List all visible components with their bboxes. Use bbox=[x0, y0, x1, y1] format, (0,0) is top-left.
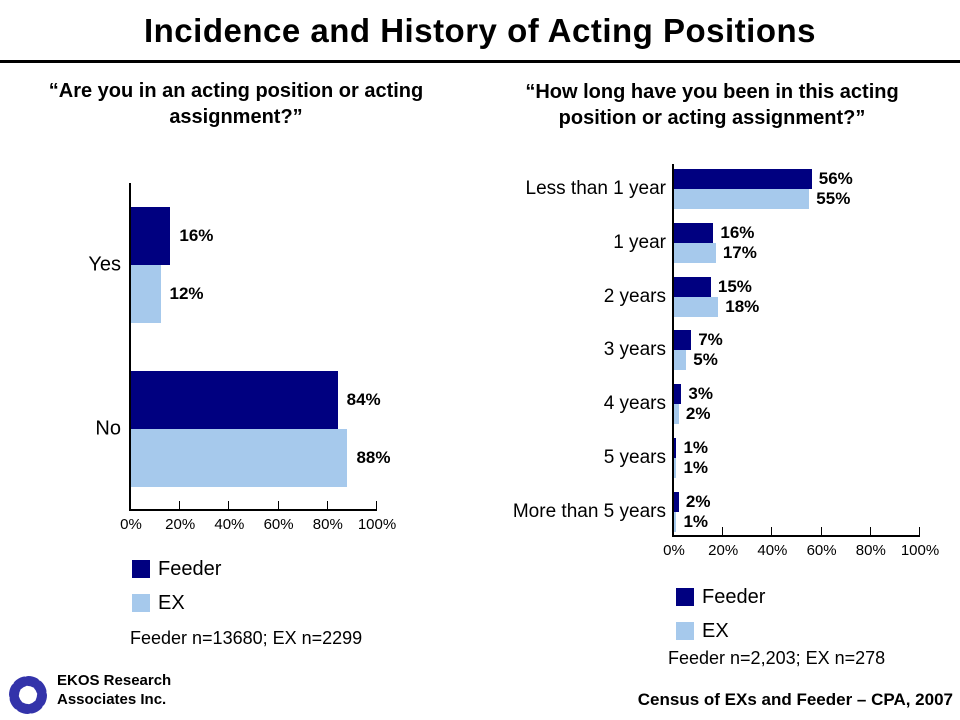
ex-bar bbox=[131, 429, 348, 487]
source-caption: Census of EXs and Feeder – CPA, 2007 bbox=[637, 690, 953, 709]
bar-value-label: 5% bbox=[693, 350, 718, 370]
bar-value-label: 1% bbox=[683, 458, 709, 477]
bar-value-label: 2% bbox=[685, 491, 711, 511]
axis-tick bbox=[820, 527, 822, 535]
legend-item-feeder: Feeder bbox=[132, 556, 221, 582]
ex-bar bbox=[674, 350, 687, 371]
ex-bar bbox=[674, 511, 677, 532]
page-title: Incidence and History of Acting Position… bbox=[143, 12, 817, 49]
feeder-bar bbox=[674, 330, 692, 351]
feeder-legend-label: Feeder bbox=[158, 557, 222, 580]
right-legend: Feeder EX bbox=[676, 584, 765, 652]
axis-tick bbox=[869, 527, 871, 535]
ekos-logo bbox=[9, 676, 47, 714]
ex-swatch bbox=[132, 594, 150, 612]
category-label: More than 5 years bbox=[512, 500, 666, 522]
category-label: 1 year bbox=[613, 231, 666, 253]
feeder-bar bbox=[674, 169, 812, 189]
bar-value-label: 12% bbox=[169, 284, 204, 303]
axis-tick-label: 60% bbox=[806, 542, 837, 559]
feeder-bar bbox=[674, 222, 714, 243]
category-label: Less than 1 year bbox=[525, 178, 666, 199]
axis-tick bbox=[919, 527, 920, 535]
axis-tick-label: 80% bbox=[312, 516, 343, 533]
axis-tick-label: 0% bbox=[663, 542, 685, 559]
category-label: 5 years bbox=[603, 447, 666, 468]
feeder-bar bbox=[131, 371, 338, 429]
bar-value-label: 7% bbox=[698, 330, 723, 350]
left-legend: Feeder EX bbox=[132, 556, 221, 624]
title-divider bbox=[0, 60, 960, 63]
ex-swatch bbox=[676, 622, 694, 640]
ex-bar bbox=[674, 189, 810, 209]
feeder-swatch bbox=[676, 588, 694, 606]
ex-bar bbox=[674, 404, 679, 425]
axis-tick bbox=[722, 527, 724, 535]
bar-value-label: 55% bbox=[816, 189, 851, 208]
duration-chart: 56% 55% Less than 1 year 16% 17% 1 year 15% 18%… bbox=[513, 164, 939, 559]
bar-value-label: 16% bbox=[720, 222, 755, 242]
left-chart-question: “Are you in an acting position or acting… bbox=[48, 80, 424, 128]
category-label: 2 years bbox=[603, 285, 666, 307]
ex-legend-label: EX bbox=[702, 619, 729, 642]
bar-value-label: 88% bbox=[356, 448, 391, 467]
left-sample-note: Feeder n=13680; EX n=2299 bbox=[130, 628, 363, 648]
axis-tick-label: 60% bbox=[263, 516, 294, 533]
ex-bar bbox=[674, 242, 716, 263]
bar-value-label: 15% bbox=[717, 276, 752, 296]
axis-tick bbox=[326, 501, 328, 509]
axis-tick bbox=[376, 501, 377, 509]
right-sample-note: Feeder n=2,203; EX n=278 bbox=[668, 648, 886, 668]
legend-item-feeder: Feeder bbox=[676, 584, 765, 610]
bar-value-label: 3% bbox=[688, 384, 713, 404]
bar-value-label: 18% bbox=[725, 296, 760, 316]
axis-tick-label: 40% bbox=[757, 542, 788, 559]
org-name-line1: EKOS Research bbox=[57, 672, 172, 689]
feeder-bar bbox=[674, 384, 682, 405]
axis-tick bbox=[130, 501, 131, 509]
axis-tick bbox=[179, 501, 181, 509]
ex-bar bbox=[674, 458, 677, 478]
ex-bar bbox=[131, 265, 161, 323]
bar-value-label: 17% bbox=[722, 242, 757, 262]
axis-tick-label: 40% bbox=[214, 516, 245, 533]
bar-value-label: 16% bbox=[179, 226, 214, 245]
feeder-bar bbox=[131, 207, 171, 265]
category-label: Yes bbox=[88, 253, 121, 276]
bar-value-label: 84% bbox=[346, 390, 381, 409]
org-name-line2: Associates Inc. bbox=[57, 691, 167, 708]
category-label: 3 years bbox=[603, 339, 666, 361]
axis-tick-label: 20% bbox=[165, 516, 196, 533]
org-name: EKOS Research Associates Inc. bbox=[57, 671, 171, 709]
bar-value-label: 1% bbox=[683, 438, 709, 457]
feeder-bar bbox=[674, 491, 679, 512]
axis-tick-label: 80% bbox=[855, 542, 886, 559]
category-label: 4 years bbox=[603, 393, 666, 415]
bar-value-label: 56% bbox=[818, 169, 853, 188]
feeder-legend-label: Feeder bbox=[702, 585, 766, 608]
axis-tick bbox=[673, 527, 674, 535]
right-chart-question: “How long have you been in this acting p… bbox=[525, 81, 899, 129]
feeder-bar bbox=[674, 276, 711, 297]
incidence-chart: 16% 12% Yes 84% 88% No 0% 20% 40% 60% 80% 100% bbox=[88, 183, 396, 533]
bar-value-label: 2% bbox=[685, 404, 711, 424]
axis-tick-label: 100% bbox=[900, 542, 940, 559]
ex-legend-label: EX bbox=[158, 591, 185, 614]
ex-bar bbox=[674, 296, 719, 317]
legend-item-ex: EX bbox=[676, 618, 765, 644]
axis-tick-label: 100% bbox=[357, 516, 397, 533]
axis-tick bbox=[277, 501, 279, 509]
axis-tick-label: 0% bbox=[120, 516, 142, 533]
feeder-bar bbox=[674, 438, 677, 458]
bar-value-label: 1% bbox=[683, 511, 709, 531]
axis-tick-label: 20% bbox=[708, 542, 739, 559]
category-label: No bbox=[95, 417, 121, 440]
legend-item-ex: EX bbox=[132, 590, 221, 616]
axis-tick bbox=[771, 527, 773, 535]
axis-tick bbox=[228, 501, 230, 509]
feeder-swatch bbox=[132, 560, 150, 578]
